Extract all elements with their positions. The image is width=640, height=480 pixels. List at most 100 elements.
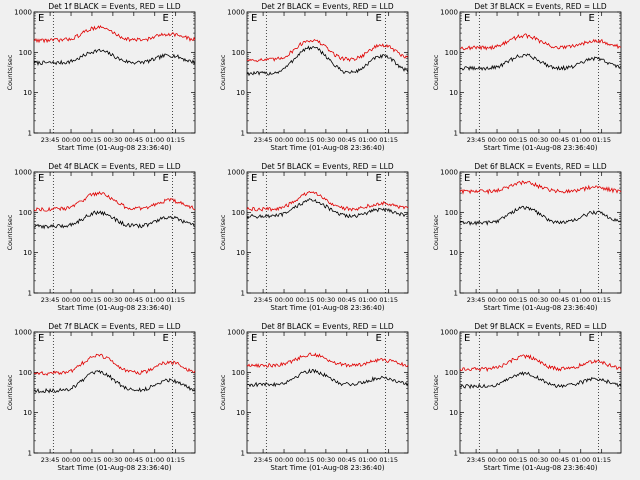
detector-panel: Det 9f BLACK = Events, RED = LLD 1 10 100 10… — [426, 320, 639, 480]
detector-panel: Det 8f BLACK = Events, RED = LLD 1 10 100 10… — [213, 320, 426, 480]
x-tick-label: 01:00 — [358, 136, 377, 144]
chart-title: Det 7f BLACK = Events, RED = LLD — [48, 322, 181, 331]
x-tick-label: 00:15 — [83, 456, 102, 464]
x-tick-label: 00:15 — [296, 136, 315, 144]
x-tick-label: 23:45 — [41, 136, 60, 144]
plot-frame — [459, 171, 622, 294]
annotation-label: E — [464, 173, 470, 184]
events-series-line — [459, 53, 622, 72]
annotation-label: E — [38, 13, 44, 24]
lld-series-line — [460, 33, 622, 51]
y-axis-label: Counts/sec — [432, 54, 440, 90]
x-tick-label: 23:45 — [254, 136, 273, 144]
x-axis-label: Start Time (01-Aug-08 23:36:40) — [57, 464, 171, 472]
chart-svg: Det 6f BLACK = Events, RED = LLD 1 10 100 10… — [432, 162, 622, 312]
chart-title: Det 6f BLACK = Events, RED = LLD — [474, 162, 607, 171]
x-tick-label: 00:45 — [550, 296, 569, 304]
x-axis-label: Start Time (01-Aug-08 23:36:40) — [270, 464, 384, 472]
x-tick-label: 01:00 — [145, 296, 164, 304]
y-tick-label: 100 — [19, 369, 32, 377]
y-tick-label: 10 — [23, 89, 32, 97]
lld-series-line — [33, 353, 196, 376]
y-tick-label: 100 — [19, 209, 32, 217]
x-tick-label: 23:45 — [254, 456, 273, 464]
annotation-label: E — [162, 13, 168, 24]
lld-series-line — [459, 180, 622, 195]
x-axis-label: Start Time (01-Aug-08 23:36:40) — [57, 144, 171, 152]
x-tick-label: 00:00 — [62, 136, 81, 144]
y-tick-label: 1 — [241, 130, 245, 138]
chart-title: Det 1f BLACK = Events, RED = LLD — [48, 2, 181, 11]
y-axis-label: Counts/sec — [6, 374, 14, 410]
y-tick-label: 100 — [232, 369, 245, 377]
y-tick-label: 10 — [236, 409, 245, 417]
y-tick-label: 1 — [28, 290, 32, 298]
detector-panel: Det 5f BLACK = Events, RED = LLD 1 10 100 10… — [213, 160, 426, 320]
y-axis-label: Counts/sec — [6, 54, 14, 90]
y-tick-label: 10 — [236, 249, 245, 257]
plot-frame — [459, 11, 622, 134]
detector-panel: Det 6f BLACK = Events, RED = LLD 1 10 100 10… — [426, 160, 639, 320]
chart-title: Det 4f BLACK = Events, RED = LLD — [48, 162, 181, 171]
y-tick-label: 1000 — [440, 9, 458, 17]
x-tick-label: 00:15 — [83, 296, 102, 304]
annotation-label: E — [375, 173, 381, 184]
chart-svg: Det 7f BLACK = Events, RED = LLD 1 10 100 10… — [6, 322, 196, 472]
annotation-label: E — [251, 13, 257, 24]
annotation-label: E — [464, 13, 470, 24]
y-tick-label: 100 — [445, 369, 458, 377]
detector-panel: Det 7f BLACK = Events, RED = LLD 1 10 100 10… — [0, 320, 213, 480]
x-tick-label: 00:30 — [104, 296, 123, 304]
y-tick-label: 10 — [23, 409, 32, 417]
events-series-line — [459, 205, 622, 226]
detector-panel: Det 2f BLACK = Events, RED = LLD 1 10 100 10… — [213, 0, 426, 160]
x-tick-label: 00:45 — [550, 456, 569, 464]
x-tick-label: 00:15 — [83, 136, 102, 144]
x-tick-label: 00:15 — [509, 296, 528, 304]
y-axis-label: Counts/sec — [6, 214, 14, 250]
annotation-label: E — [162, 173, 168, 184]
lld-series-line — [246, 190, 409, 212]
events-series-line — [246, 198, 409, 219]
y-tick-label: 1000 — [440, 169, 458, 177]
x-tick-label: 01:00 — [358, 296, 377, 304]
y-tick-label: 100 — [232, 49, 245, 57]
x-tick-label: 01:15 — [592, 296, 611, 304]
y-tick-label: 1000 — [227, 169, 245, 177]
x-tick-label: 01:15 — [166, 136, 185, 144]
chart-title: Det 9f BLACK = Events, RED = LLD — [474, 322, 607, 331]
chart-svg: Det 8f BLACK = Events, RED = LLD 1 10 100 10… — [219, 322, 409, 472]
annotation-label: E — [588, 333, 594, 344]
x-tick-label: 00:15 — [509, 456, 528, 464]
y-tick-label: 100 — [445, 49, 458, 57]
chart-title: Det 2f BLACK = Events, RED = LLD — [261, 2, 394, 11]
x-tick-label: 00:30 — [317, 456, 336, 464]
y-tick-label: 1000 — [14, 329, 32, 337]
plot-frame — [246, 331, 409, 454]
y-axis-label: Counts/sec — [432, 374, 440, 410]
x-tick-label: 23:45 — [467, 296, 486, 304]
x-tick-label: 23:45 — [41, 456, 60, 464]
x-tick-label: 00:15 — [509, 136, 528, 144]
plot-frame — [33, 171, 196, 294]
annotation-label: E — [162, 333, 168, 344]
annotation-label: E — [375, 333, 381, 344]
x-tick-label: 01:00 — [145, 456, 164, 464]
events-series-line — [459, 371, 622, 390]
x-tick-label: 00:00 — [275, 296, 294, 304]
x-tick-label: 00:30 — [104, 136, 123, 144]
detector-panel: Det 1f BLACK = Events, RED = LLD 1 10 100 10… — [0, 0, 213, 160]
plot-frame — [246, 11, 409, 134]
x-tick-label: 00:45 — [337, 296, 356, 304]
events-series-line — [246, 45, 409, 77]
x-tick-label: 00:45 — [337, 456, 356, 464]
x-tick-label: 00:00 — [488, 296, 507, 304]
x-tick-label: 01:15 — [379, 456, 398, 464]
lld-series-line — [33, 24, 196, 44]
annotation-label: E — [588, 13, 594, 24]
y-tick-label: 1 — [241, 450, 245, 458]
x-tick-label: 01:15 — [166, 296, 185, 304]
plot-frame — [459, 331, 622, 454]
x-tick-label: 01:15 — [379, 296, 398, 304]
